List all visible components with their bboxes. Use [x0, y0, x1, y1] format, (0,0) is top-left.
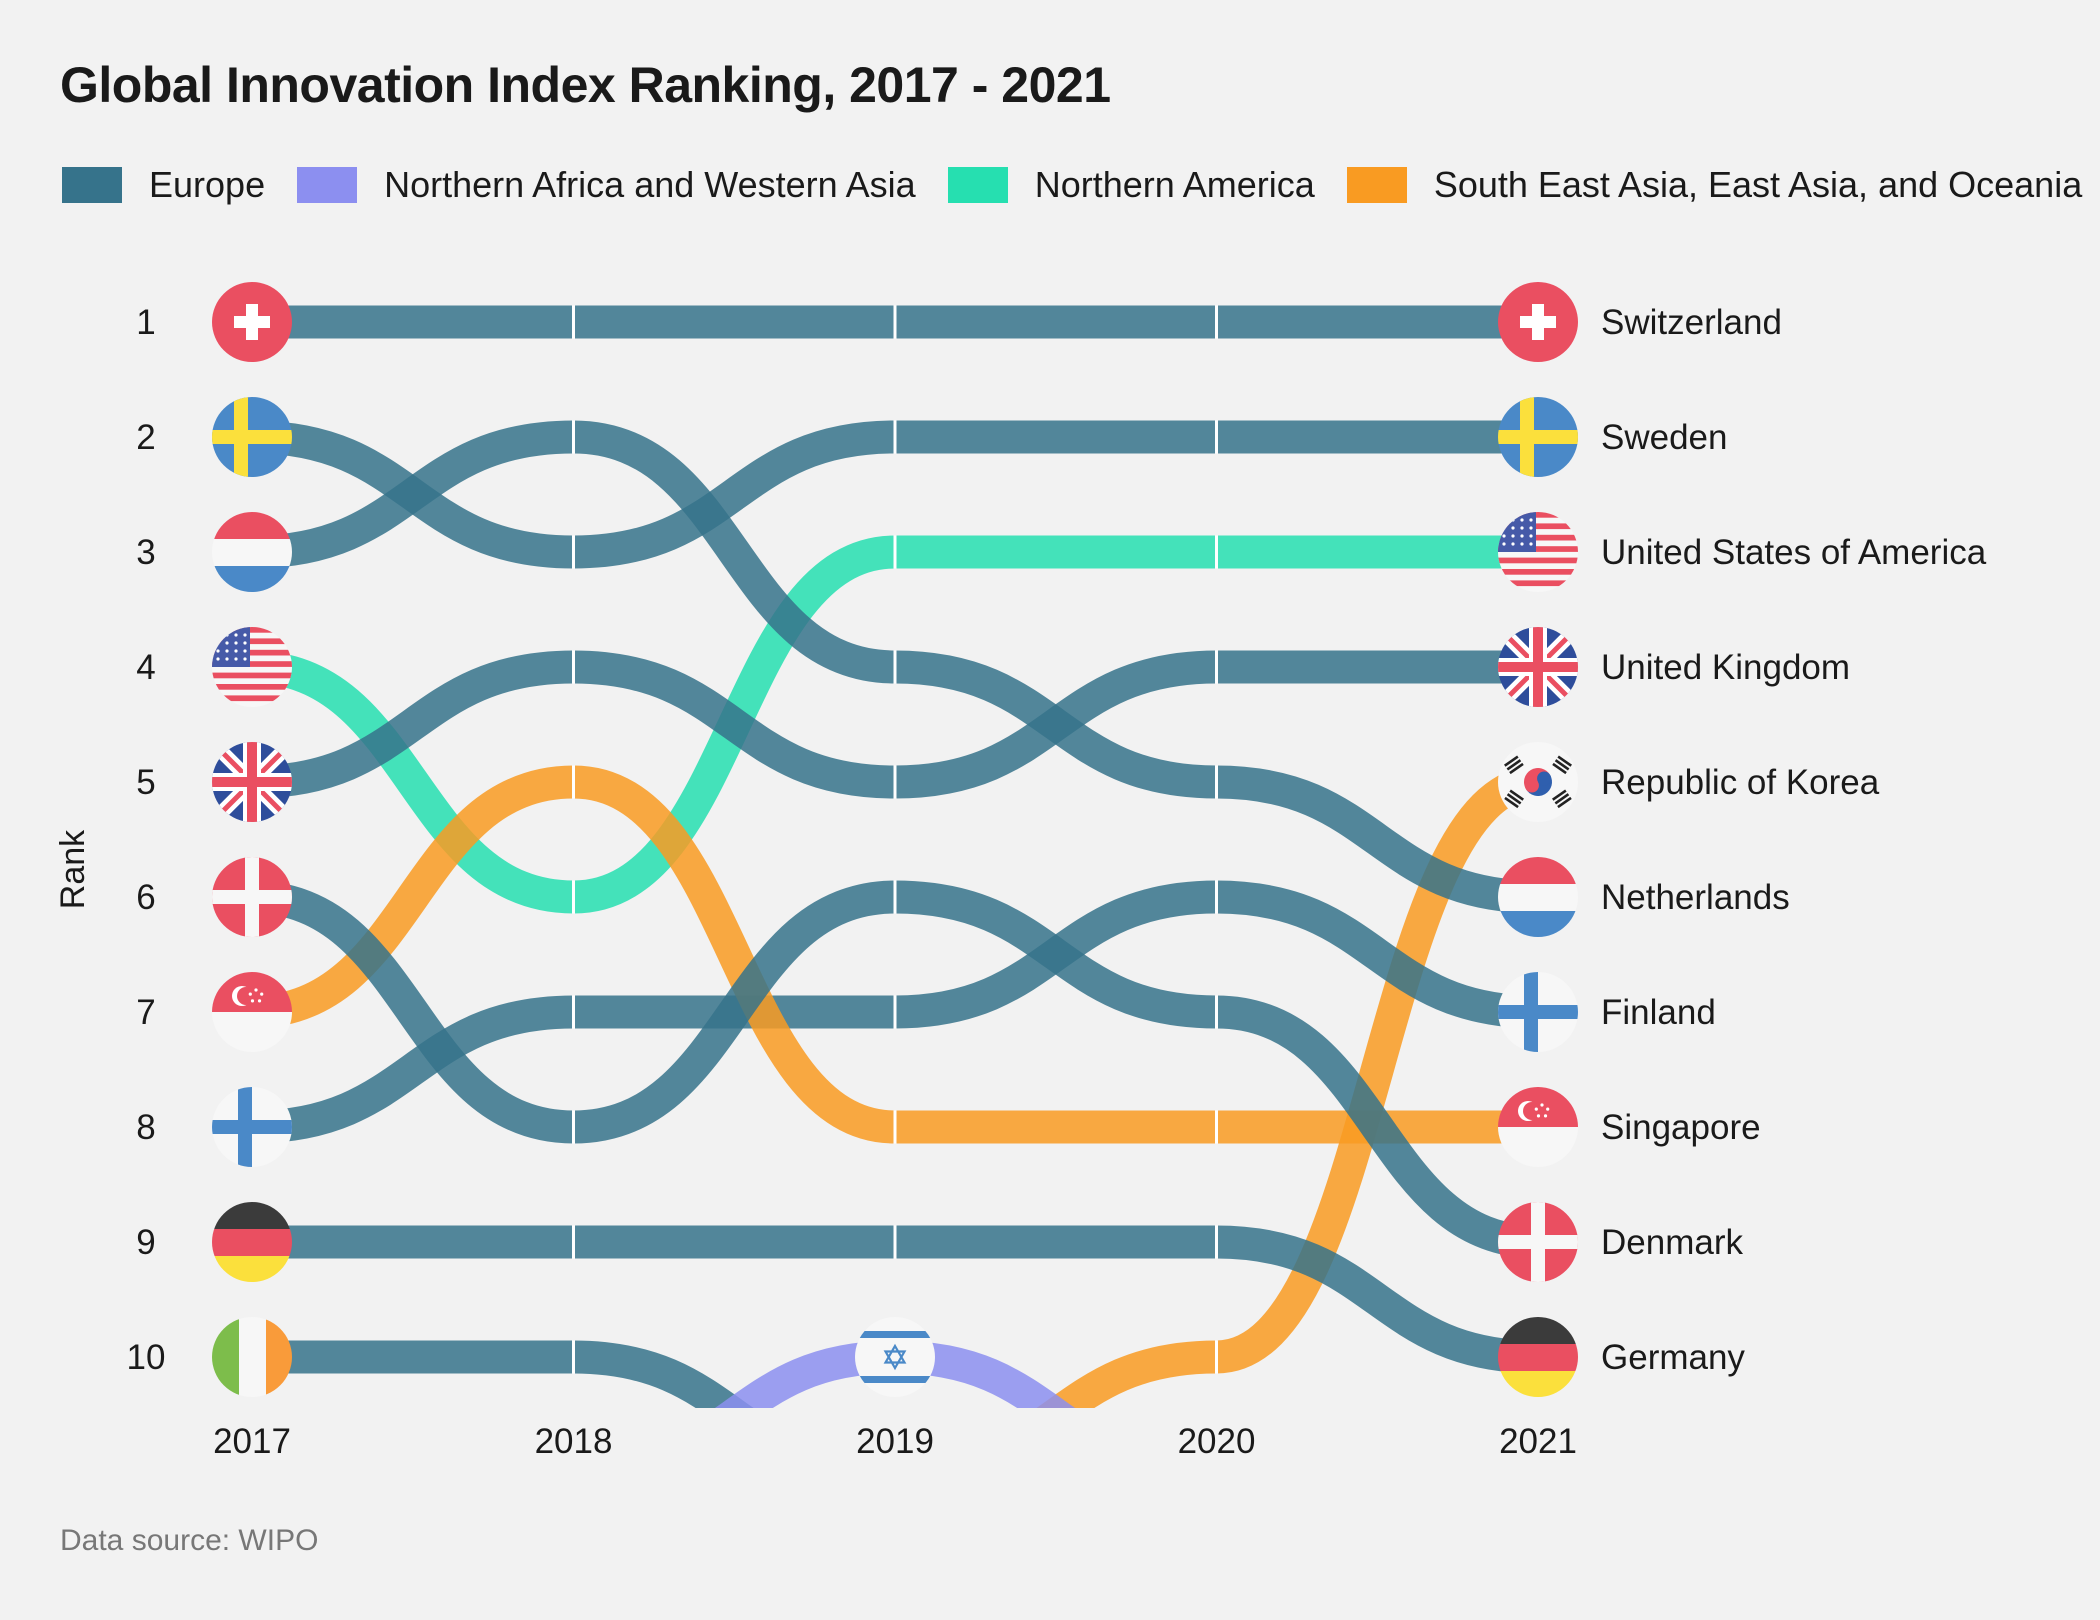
series-line-germany: [252, 1225, 1539, 1374]
legend-label-northern-africa-western-asia: Northern Africa and Western Asia: [384, 164, 916, 205]
korea-flag: [1498, 742, 1578, 822]
country-label-sweden: Sweden: [1601, 418, 1727, 457]
legend-item-asia-oceania: South East Asia, East Asia, and Oceania: [1346, 164, 2083, 206]
year-tick-label: 2020: [1178, 1422, 1256, 1461]
chart-title: Global Innovation Index Ranking, 2017 - …: [60, 57, 1111, 113]
rank-tick-label: 4: [136, 648, 155, 687]
country-label-republic-of-korea: Republic of Korea: [1601, 763, 1880, 802]
germany-flag: [212, 1202, 292, 1282]
rank-tick-label: 7: [136, 993, 155, 1032]
legend-swatch-asia-oceania: [1346, 167, 1407, 203]
year-tick-label: 2018: [535, 1422, 613, 1461]
country-label-finland: Finland: [1601, 993, 1716, 1032]
country-label-switzerland: Switzerland: [1601, 303, 1782, 342]
country-label-united-kingdom: United Kingdom: [1601, 648, 1850, 687]
series-line-united-kingdom: [251, 650, 1538, 799]
ireland-flag: [212, 1317, 292, 1397]
legend-item-europe: Europe: [62, 164, 265, 206]
usa-flag: [1498, 512, 1578, 592]
legend-item-northern-america: Northern America: [947, 164, 1315, 206]
denmark-flag: [212, 857, 292, 937]
singapore-flag: [212, 972, 292, 1052]
rank-tick-label: 9: [136, 1223, 155, 1262]
rank-tick-label: 6: [136, 878, 155, 917]
finland-flag: [212, 1087, 292, 1167]
germany-flag: [1498, 1317, 1578, 1397]
finland-flag: [1498, 972, 1578, 1052]
source-note: Data source: WIPO: [60, 1524, 319, 1557]
year-tick-label: 2017: [213, 1422, 291, 1461]
israel-flag: [855, 1317, 935, 1397]
netherlands-flag: [1498, 857, 1578, 937]
legend-label-northern-america: Northern America: [1034, 164, 1315, 205]
year-tick-label: 2021: [1499, 1422, 1577, 1461]
legend-swatch-northern-america: [947, 167, 1008, 203]
rank-tick-label: 5: [136, 763, 155, 802]
denmark-flag: [1498, 1202, 1578, 1282]
country-label-denmark: Denmark: [1601, 1223, 1743, 1262]
netherlands-flag: [212, 512, 292, 592]
series-line-netherlands: [251, 420, 1539, 914]
uk-flag: [212, 742, 292, 822]
legend-swatch-northern-africa-western-asia: [297, 167, 358, 203]
rank-tick-label: 8: [136, 1108, 155, 1147]
usa-flag: [212, 627, 292, 707]
rank-tick-label: 2: [136, 418, 155, 457]
rank-tick-label: 10: [127, 1338, 166, 1377]
country-label-singapore: Singapore: [1601, 1108, 1761, 1147]
legend-item-northern-africa-western-asia: Northern Africa and Western Asia: [297, 164, 916, 206]
sweden-flag: [212, 397, 292, 477]
singapore-flag: [1498, 1087, 1578, 1167]
country-label-germany: Germany: [1601, 1338, 1745, 1377]
switzerland-flag: [1498, 282, 1578, 362]
switzerland-flag: [212, 282, 292, 362]
legend-swatch-europe: [62, 167, 122, 203]
year-tick-label: 2019: [856, 1422, 934, 1461]
uk-flag: [1498, 627, 1578, 707]
rank-tick-label: 1: [136, 303, 155, 342]
legend: Europe Northern Africa and Western Asia …: [62, 164, 2082, 206]
series-line-ireland: [252, 1340, 754, 1408]
y-axis-label: Rank: [54, 829, 92, 909]
legend-label-asia-oceania: South East Asia, East Asia, and Oceania: [1433, 164, 2083, 205]
country-label-united-states-of-america: United States of America: [1601, 533, 1987, 572]
series-line-denmark: [251, 880, 1539, 1259]
legend-label-europe: Europe: [149, 164, 266, 205]
country-label-netherlands: Netherlands: [1601, 878, 1790, 917]
rank-tick-label: 3: [136, 533, 155, 572]
sweden-flag: [1498, 397, 1578, 477]
